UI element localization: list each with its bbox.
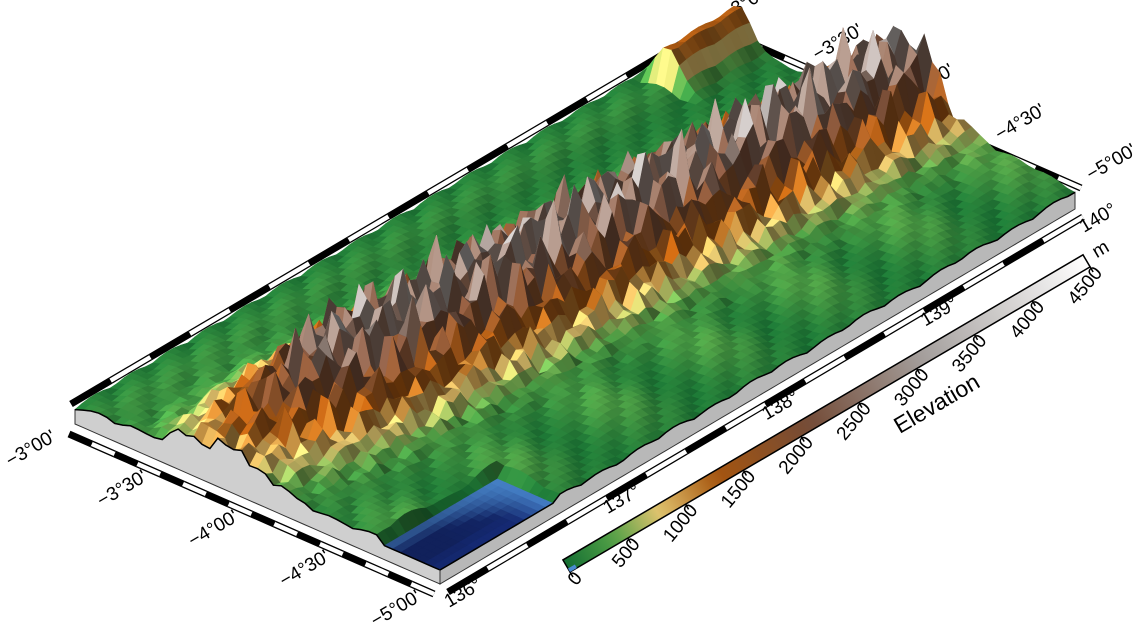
tick-label: −5°00'	[367, 586, 424, 623]
tick-label: −4°30'	[276, 546, 333, 591]
colorbar-tick-label: 0	[564, 568, 587, 590]
tick-label: −4°00'	[185, 506, 242, 551]
frame-segment	[160, 474, 183, 484]
map-view: −3°00'−3°30'−4°00'−4°30'−5°00'−3°00'−3°3…	[0, 0, 1146, 623]
tick-label: −5°00'	[1083, 140, 1140, 185]
tick-label: −3°30'	[94, 466, 151, 511]
frame-segment	[297, 534, 320, 544]
frame-segment	[115, 454, 138, 464]
colorbar-unit: m	[1089, 237, 1113, 263]
frame-segment	[252, 514, 275, 524]
frame-segment	[388, 574, 411, 584]
tick-label: −3°00'	[2, 426, 59, 471]
frame-segment	[69, 434, 92, 444]
frame-segment	[206, 494, 229, 504]
tick-label: 140°	[1076, 199, 1121, 237]
frame-segment	[343, 554, 366, 564]
tick-label: −4°30'	[992, 100, 1049, 145]
